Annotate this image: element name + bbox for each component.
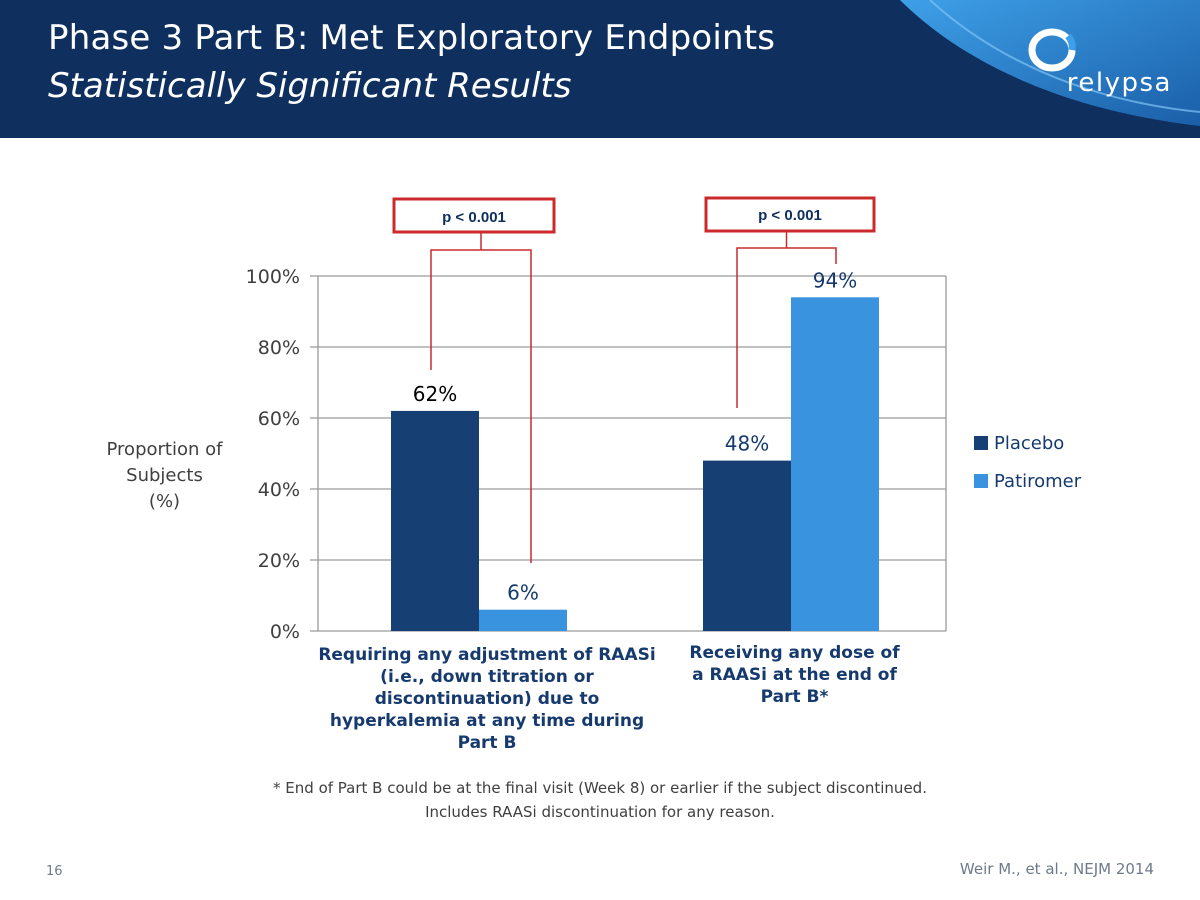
category-label-line: Part B* (760, 687, 829, 707)
data-label: 6% (507, 581, 539, 605)
legend-item-placebo: Placebo (974, 424, 1081, 462)
footnote-line: * End of Part B could be at the final vi… (273, 779, 927, 797)
legend-label: Patiromer (994, 470, 1082, 492)
category-label-line: Part B (457, 733, 517, 753)
legend-swatch-patiromer (974, 474, 988, 488)
category-label-line: (i.e., down titration or (380, 667, 594, 687)
bar-placebo (703, 460, 791, 631)
slide-subtitle: Statistically Significant Results (48, 66, 572, 106)
relypsa-logo: relypsa (1012, 26, 1172, 106)
logo-text: relypsa (1066, 68, 1172, 98)
slide-header: Phase 3 Part B: Met Exploratory Endpoint… (0, 0, 1200, 138)
y-axis-label-line: Proportion of (106, 439, 223, 460)
y-tick-label: 100% (246, 266, 300, 288)
legend-item-patiromer: Patiromer (974, 462, 1081, 500)
category-label-raasi-end-of-part-b: Receiving any dose of a RAASi at the end… (672, 642, 917, 708)
y-tick-label: 80% (258, 337, 300, 359)
bar-placebo (391, 410, 479, 631)
data-labels: 62% 48% 6% 94% (413, 268, 857, 604)
pvalue-box (392, 197, 556, 234)
bars (391, 297, 879, 631)
category-label-line: Receiving any dose of (689, 643, 900, 663)
y-axis-label-line: (%) (148, 491, 181, 512)
pvalue-text: p < 0.001 (442, 209, 506, 226)
y-tick-label: 0% (270, 621, 300, 643)
y-axis-label: Proportion of Subjects (%) (92, 437, 237, 515)
category-label-raasi-adjustment: Requiring any adjustment of RAASi (i.e.,… (302, 644, 672, 754)
category-label-line: a RAASi at the end of (692, 665, 897, 685)
data-label: 94% (813, 268, 857, 292)
bar-patiromer (791, 297, 879, 631)
pvalue-box (704, 196, 876, 233)
bar-patiromer (479, 609, 567, 631)
pvalue-annotations: p < 0.001 p < 0.001 (392, 196, 876, 563)
data-label: 62% (413, 382, 457, 406)
citation: Weir M., et al., NEJM 2014 (959, 860, 1154, 878)
legend-label: Placebo (994, 432, 1065, 454)
logo-ring-icon (1028, 28, 1076, 72)
y-tick-label: 40% (258, 479, 300, 501)
pvalue-text: p < 0.001 (758, 207, 822, 224)
category-label-line: Requiring any adjustment of RAASi (318, 645, 656, 665)
header-swoosh-graphic (900, 0, 1200, 126)
slide-number: 16 (46, 864, 63, 879)
category-label-line: hyperkalemia at any time during (329, 711, 645, 731)
category-label-line: discontinuation) due to (374, 689, 600, 709)
footnote-line: Includes RAASi discontinuation for any r… (425, 803, 775, 821)
legend-swatch-placebo (974, 436, 988, 450)
y-tick-label: 20% (258, 550, 300, 572)
data-label: 48% (725, 432, 769, 456)
chart-legend: Placebo Patiromer (974, 424, 1081, 500)
slide-title: Phase 3 Part B: Met Exploratory Endpoint… (48, 18, 776, 58)
y-axis-label-line: Subjects (126, 465, 203, 486)
y-tick-label: 60% (258, 408, 300, 430)
